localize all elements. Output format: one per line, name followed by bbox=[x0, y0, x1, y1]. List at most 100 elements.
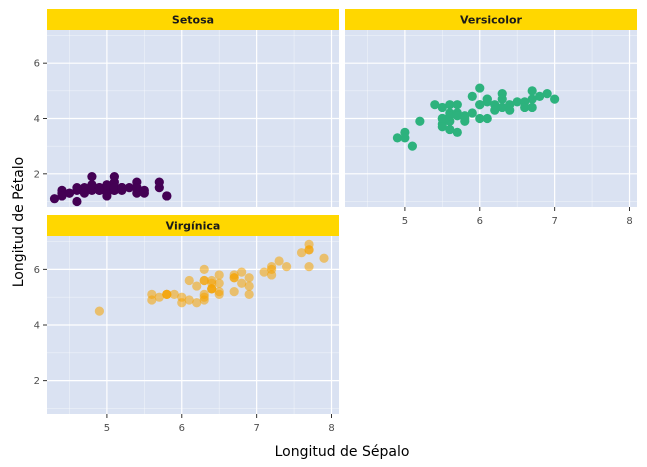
data-point bbox=[415, 116, 425, 126]
y-tick-label: 2 bbox=[34, 376, 40, 387]
data-point bbox=[527, 86, 537, 96]
data-point bbox=[304, 261, 314, 272]
data-point bbox=[475, 83, 485, 93]
data-point bbox=[229, 273, 239, 283]
data-point bbox=[102, 188, 112, 198]
data-point bbox=[207, 284, 217, 294]
data-point bbox=[72, 196, 82, 207]
data-point bbox=[124, 183, 134, 193]
data-point bbox=[64, 188, 75, 198]
data-point bbox=[475, 113, 485, 124]
data-point bbox=[550, 94, 560, 104]
data-point bbox=[109, 183, 119, 193]
facet-strip-label: Versicolor bbox=[460, 14, 523, 27]
data-point bbox=[400, 133, 410, 143]
data-point bbox=[304, 245, 314, 255]
data-point bbox=[527, 94, 537, 104]
data-point bbox=[214, 278, 224, 288]
data-point bbox=[177, 298, 187, 308]
data-point bbox=[169, 289, 179, 300]
data-point bbox=[244, 273, 254, 283]
data-point bbox=[467, 91, 477, 101]
y-tick-label: 4 bbox=[34, 321, 40, 332]
data-point bbox=[445, 111, 455, 121]
facet-strip bbox=[345, 9, 637, 30]
x-tick-label: 8 bbox=[328, 423, 334, 434]
data-point bbox=[542, 89, 552, 99]
data-point bbox=[192, 298, 202, 308]
data-point bbox=[437, 122, 447, 132]
y-axis-title: Longitud de Pétalo bbox=[11, 157, 27, 288]
data-point bbox=[527, 102, 537, 113]
facet-panel-1: Setosa 2 4 6 bbox=[34, 9, 339, 207]
data-point bbox=[437, 113, 447, 124]
data-point bbox=[184, 275, 194, 286]
data-point bbox=[452, 100, 462, 110]
data-point bbox=[214, 289, 224, 300]
x-tick-label: 5 bbox=[402, 216, 408, 227]
facet-strip bbox=[47, 9, 339, 30]
x-tick-label: 8 bbox=[626, 216, 632, 227]
data-point bbox=[94, 306, 105, 316]
data-point bbox=[132, 183, 142, 193]
data-point bbox=[237, 278, 247, 288]
data-point bbox=[244, 289, 254, 300]
data-point bbox=[437, 102, 447, 113]
x-tick-label: 6 bbox=[477, 216, 483, 227]
data-point bbox=[72, 183, 82, 193]
data-point bbox=[535, 91, 545, 101]
data-point bbox=[184, 295, 194, 305]
data-point bbox=[407, 141, 417, 151]
data-point bbox=[237, 267, 247, 277]
data-point bbox=[259, 267, 269, 277]
facet-panel-2: Versicolor 5 6 7 8 bbox=[345, 9, 637, 227]
data-point bbox=[430, 100, 440, 110]
data-point bbox=[102, 180, 112, 190]
y-tick-label: 4 bbox=[34, 114, 40, 125]
y-tick-label: 2 bbox=[34, 169, 40, 180]
data-point bbox=[139, 188, 149, 198]
data-point bbox=[497, 94, 507, 104]
x-axis-title: Longitud de Sépalo bbox=[275, 444, 410, 460]
data-point bbox=[497, 102, 507, 113]
data-point bbox=[296, 248, 307, 258]
x-tick-label: 7 bbox=[253, 423, 259, 434]
data-point bbox=[452, 127, 462, 137]
facet-panel-3: Virgínica 5 6 7 8 2 4 6 bbox=[34, 215, 339, 434]
data-point bbox=[319, 253, 329, 263]
data-point bbox=[87, 180, 97, 190]
data-point bbox=[207, 275, 217, 286]
data-point bbox=[154, 292, 164, 302]
data-point bbox=[490, 105, 500, 115]
data-point bbox=[192, 281, 202, 291]
data-point bbox=[274, 256, 284, 266]
data-point bbox=[49, 194, 60, 204]
data-point bbox=[482, 113, 492, 124]
facet-strip-label: Setosa bbox=[172, 14, 214, 27]
data-point bbox=[94, 185, 105, 196]
data-point bbox=[452, 111, 462, 121]
data-point bbox=[199, 264, 209, 274]
data-point bbox=[467, 108, 477, 118]
data-point bbox=[147, 289, 157, 300]
data-point bbox=[445, 124, 455, 135]
data-point bbox=[79, 188, 90, 198]
data-point bbox=[267, 261, 277, 272]
x-tick-label: 5 bbox=[104, 423, 110, 434]
data-point bbox=[520, 102, 530, 113]
x-tick-label: 7 bbox=[551, 216, 557, 227]
data-point bbox=[199, 275, 209, 286]
data-point bbox=[505, 105, 515, 115]
data-point bbox=[267, 270, 277, 280]
data-point bbox=[162, 289, 172, 300]
y-tick-label: 6 bbox=[34, 59, 40, 70]
data-point bbox=[244, 281, 254, 291]
x-tick-label: 6 bbox=[179, 423, 185, 434]
data-point bbox=[109, 171, 119, 182]
data-point bbox=[229, 287, 239, 297]
data-point bbox=[214, 270, 224, 280]
data-point bbox=[392, 133, 403, 143]
data-point bbox=[460, 113, 470, 124]
data-point bbox=[87, 171, 97, 182]
